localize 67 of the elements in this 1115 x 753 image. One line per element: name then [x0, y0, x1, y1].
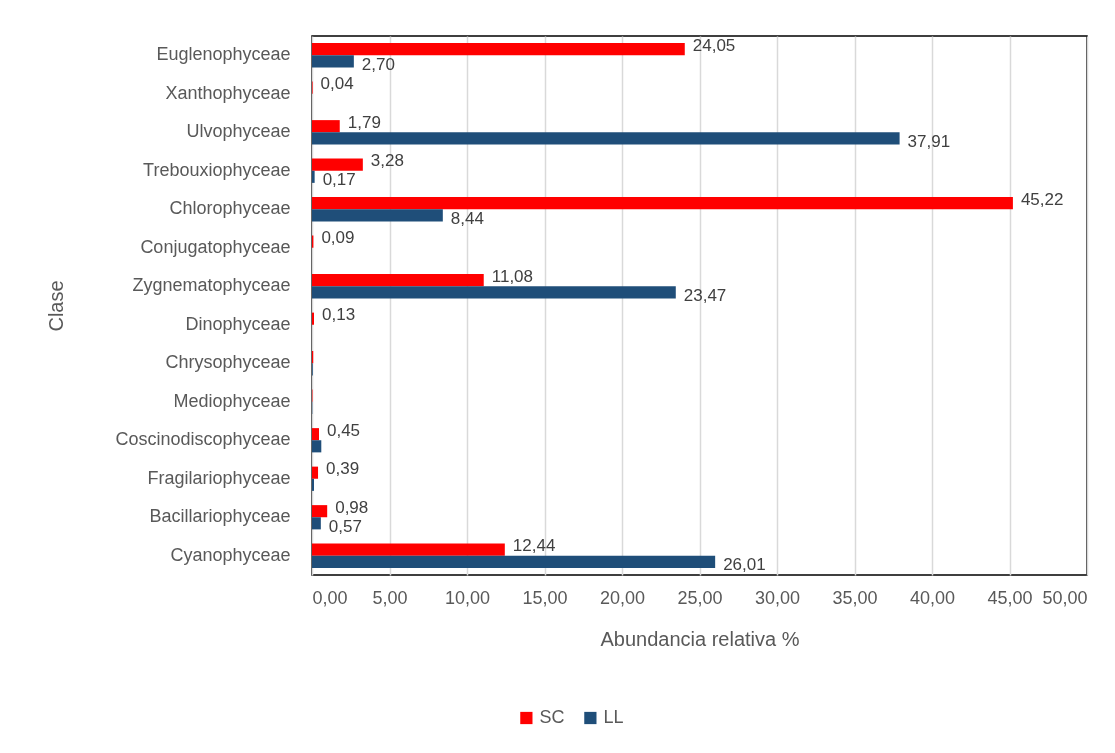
- x-tick-label: 0,00: [312, 587, 348, 608]
- data-label: 8,44: [450, 208, 484, 228]
- data-label: 12,44: [512, 536, 556, 556]
- data-label: 11,08: [491, 266, 534, 286]
- y-tick-label: Conjugatophyceae: [140, 236, 291, 257]
- bar: [312, 466, 319, 479]
- data-label: 26,01: [723, 555, 766, 575]
- x-tick-label: 5,00: [372, 587, 408, 608]
- data-label: 2,70: [361, 54, 395, 74]
- bar: [312, 170, 315, 183]
- data-label: 0,04: [320, 74, 354, 94]
- x-tick-label: 10,00: [444, 587, 491, 608]
- bar: [312, 428, 319, 441]
- bar: [312, 555, 716, 568]
- bar: [312, 55, 354, 68]
- data-label: 3,28: [370, 151, 404, 171]
- legend-label: LL: [603, 707, 624, 727]
- bar: [312, 43, 685, 56]
- bar: [312, 132, 900, 145]
- bar: [312, 543, 505, 556]
- y-tick-label: Fragilariophyceae: [147, 467, 291, 488]
- bar: [312, 478, 315, 491]
- x-tick-label: 40,00: [909, 587, 956, 608]
- legend-label: SC: [539, 707, 565, 727]
- bar: [312, 505, 328, 518]
- data-label: 0,98: [335, 497, 369, 517]
- bar: [312, 440, 322, 453]
- y-tick-label: Coscinodiscophyceae: [115, 429, 291, 450]
- bar: [312, 197, 1013, 210]
- data-label: 0,57: [328, 516, 362, 536]
- x-axis-title: Abundancia relativa %: [600, 627, 800, 650]
- bar: [312, 158, 363, 171]
- y-tick-label: Trebouxiophyceae: [143, 159, 291, 180]
- data-label: 23,47: [683, 285, 727, 305]
- data-label: 0,17: [322, 170, 356, 190]
- bar: [312, 120, 340, 133]
- data-label: 0,45: [326, 420, 361, 440]
- y-tick-label: Cyanophyceae: [170, 544, 291, 565]
- x-tick-label: 20,00: [599, 587, 646, 608]
- data-label: 0,09: [321, 228, 355, 248]
- data-label: 24,05: [692, 35, 736, 55]
- x-tick-label: 35,00: [832, 587, 878, 608]
- data-label: 0,39: [326, 459, 360, 479]
- y-tick-label: Mediophyceae: [173, 390, 291, 411]
- data-label: 45,22: [1020, 189, 1064, 209]
- x-tick-label: 25,00: [677, 587, 723, 608]
- x-tick-label: 30,00: [754, 587, 801, 608]
- x-tick-label: 15,00: [522, 587, 568, 608]
- x-tick-label: 50,00: [1042, 587, 1088, 608]
- bar: [312, 274, 484, 287]
- data-label: 1,79: [347, 112, 381, 132]
- y-axis-title: Clase: [45, 280, 68, 332]
- y-tick-label: Zygnematophyceae: [132, 275, 291, 296]
- y-tick-label: Ulvophyceae: [186, 121, 291, 142]
- y-tick-label: Chlorophyceae: [169, 198, 291, 219]
- y-tick-label: Euglenophyceae: [156, 44, 291, 65]
- bar: [312, 209, 443, 222]
- data-label: 37,91: [907, 131, 951, 151]
- y-tick-label: Bacillariophyceae: [149, 506, 291, 527]
- bar: [312, 517, 321, 530]
- bar: [312, 286, 676, 299]
- data-label: 0,13: [322, 305, 356, 325]
- bar: [312, 312, 315, 325]
- y-tick-label: Dinophyceae: [185, 313, 291, 334]
- x-tick-label: 45,00: [987, 587, 1033, 608]
- y-tick-label: Chrysophyceae: [165, 352, 291, 373]
- y-tick-label: Xanthophyceae: [165, 82, 291, 103]
